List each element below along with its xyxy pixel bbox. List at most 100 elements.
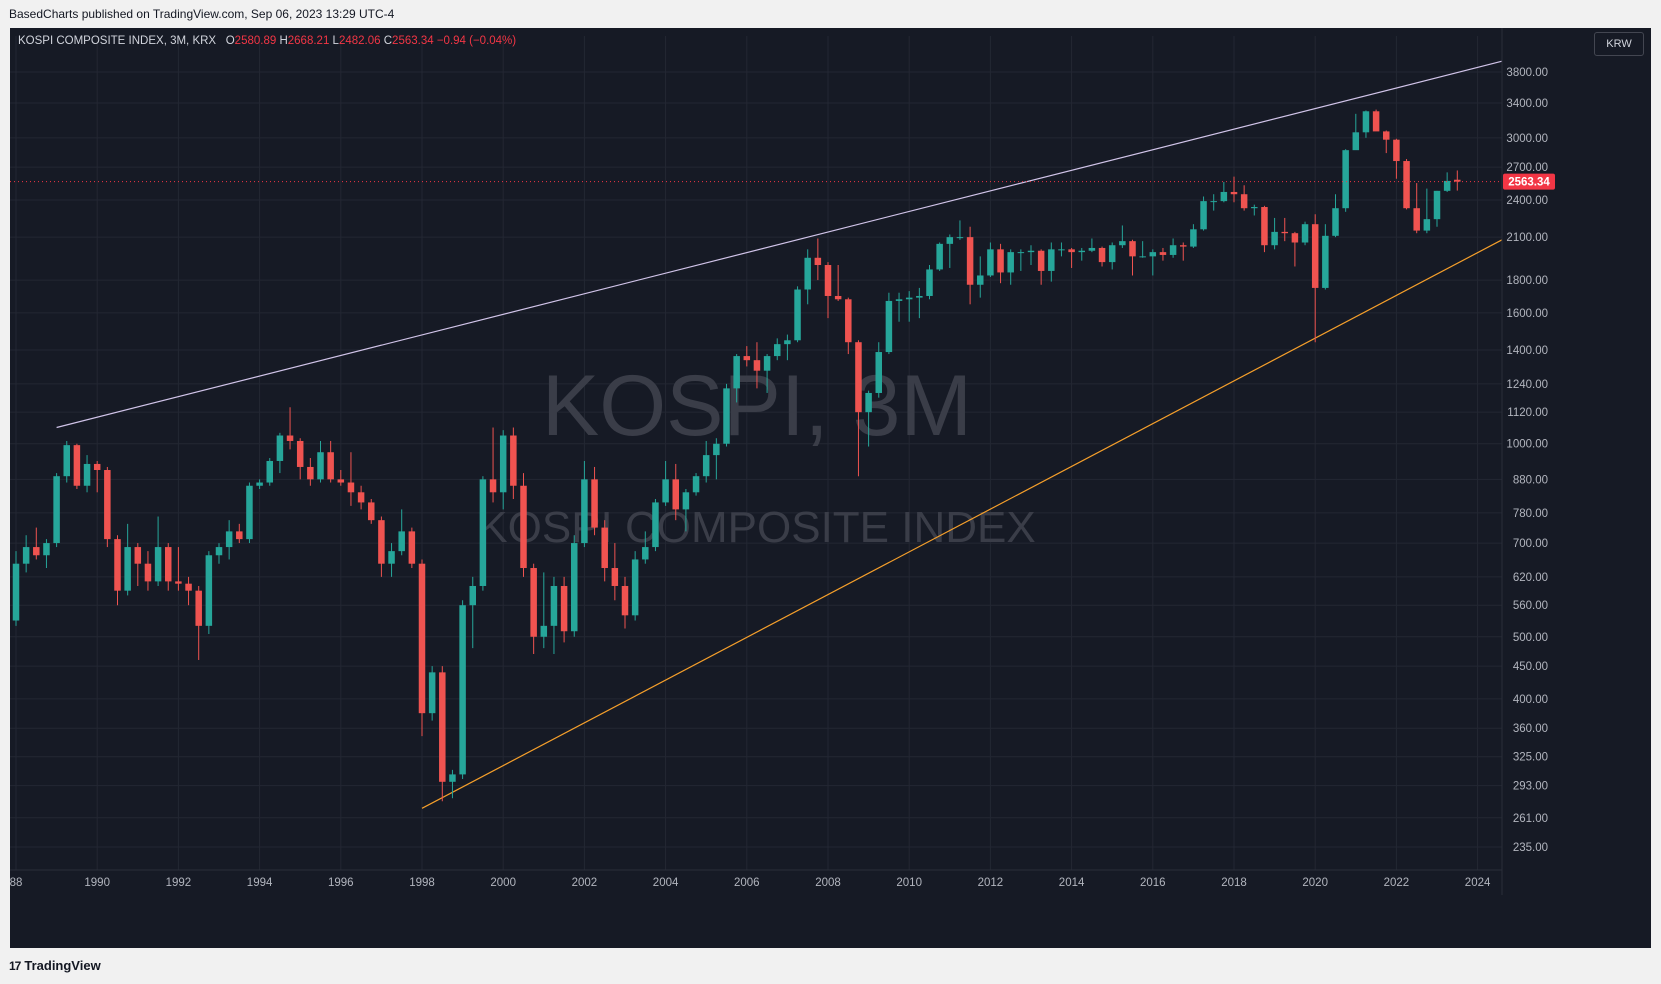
candle (1301, 221, 1309, 246)
tradingview-brand: TradingView (24, 958, 101, 973)
candle (601, 520, 608, 582)
candle (733, 354, 740, 403)
tradingview-logo-icon: 17 (9, 958, 21, 973)
candle (1423, 188, 1431, 234)
candle-body (398, 531, 405, 552)
candle (499, 430, 507, 510)
candle-body (1159, 252, 1167, 255)
candle-body (1180, 245, 1187, 247)
candle-body (936, 243, 943, 270)
candle (743, 346, 751, 367)
candle (1180, 242, 1187, 261)
candle-body (43, 543, 50, 556)
candle (804, 249, 811, 305)
candle (926, 265, 933, 300)
symbol-legend: KOSPI COMPOSITE INDEX, 3M, KRX O2580.89 … (18, 35, 516, 47)
candle-body (63, 445, 70, 477)
candle (1037, 249, 1045, 285)
candle-body (1251, 207, 1258, 209)
candle (256, 479, 263, 489)
close-value: 2563.34 (392, 35, 434, 47)
y-tick-label: 325.00 (1513, 752, 1548, 764)
x-tick-label: 1996 (328, 877, 354, 889)
candle (368, 499, 375, 524)
candle (357, 485, 365, 510)
grid-lines (10, 36, 1502, 870)
candle-body (317, 452, 324, 480)
candle-body (1027, 250, 1035, 253)
candle (307, 458, 314, 486)
candle (814, 238, 822, 281)
close-label: C (383, 35, 393, 47)
candle-body (1169, 245, 1177, 255)
candle-body (520, 485, 527, 569)
y-tick-label: 700.00 (1513, 538, 1548, 550)
low-label: L (332, 35, 339, 47)
candle-body (926, 269, 933, 296)
candle-body (449, 774, 456, 782)
candle (1048, 242, 1055, 282)
footer-bar: 17 TradingView (0, 948, 1661, 984)
candle-body (205, 555, 213, 626)
candle-body (1433, 190, 1441, 220)
candle (1454, 170, 1461, 191)
candle (459, 600, 466, 780)
candle (1088, 238, 1096, 253)
candle (43, 539, 50, 569)
candle (1119, 225, 1126, 248)
trendline-lower (421, 239, 1503, 809)
candle-body (845, 299, 852, 343)
candle-body (1139, 256, 1146, 258)
candle-body (408, 531, 416, 564)
candle-body (469, 585, 476, 606)
candle-body (154, 547, 162, 582)
candles (12, 109, 1461, 802)
candle (144, 551, 152, 591)
tradingview-logo[interactable]: 17 TradingView (9, 958, 101, 973)
candle (73, 443, 81, 489)
candle-body (966, 237, 974, 285)
candle-body (1058, 249, 1065, 251)
candle-body (510, 435, 517, 486)
candle (1230, 176, 1238, 203)
candle (337, 470, 345, 486)
candle (489, 427, 497, 503)
candle (723, 383, 730, 447)
candle (1393, 138, 1400, 179)
candle (317, 440, 324, 483)
candle-body (702, 455, 710, 477)
y-tick-label: 1000.00 (1506, 439, 1548, 451)
candle-body (1393, 139, 1400, 162)
candle (946, 234, 954, 268)
low-value: 2482.06 (338, 35, 381, 47)
candle-body (997, 249, 1004, 273)
candle-body (1413, 208, 1420, 231)
candle (571, 535, 578, 637)
candle (987, 242, 994, 277)
candle-body (1443, 180, 1451, 191)
currency-button[interactable]: KRW (1594, 32, 1644, 56)
candle-body (327, 452, 334, 480)
x-tick-label: 2006 (734, 877, 760, 889)
candle-body (1332, 208, 1339, 236)
candle-body (215, 547, 223, 556)
x-tick-label: 2016 (1140, 877, 1166, 889)
candle (53, 473, 60, 548)
candle (916, 287, 923, 319)
candle (631, 551, 639, 621)
y-tick-label: 780.00 (1513, 508, 1548, 520)
symbol-name: KOSPI COMPOSITE INDEX, 3M, KRX (18, 35, 217, 47)
candle-body (347, 482, 355, 493)
candle-body (1149, 252, 1157, 257)
x-axis: 88 1990 1992 1994 1996 1998 2000 2002 2004 2006 20… (10, 869, 1502, 889)
candle-body (591, 479, 598, 528)
candle-body (479, 479, 487, 586)
candle-body (1007, 252, 1014, 273)
candle (652, 499, 659, 552)
candle (347, 452, 355, 506)
candle (753, 342, 761, 389)
candle-body (652, 502, 659, 548)
candle-body (307, 466, 314, 480)
candle-body (286, 435, 294, 441)
